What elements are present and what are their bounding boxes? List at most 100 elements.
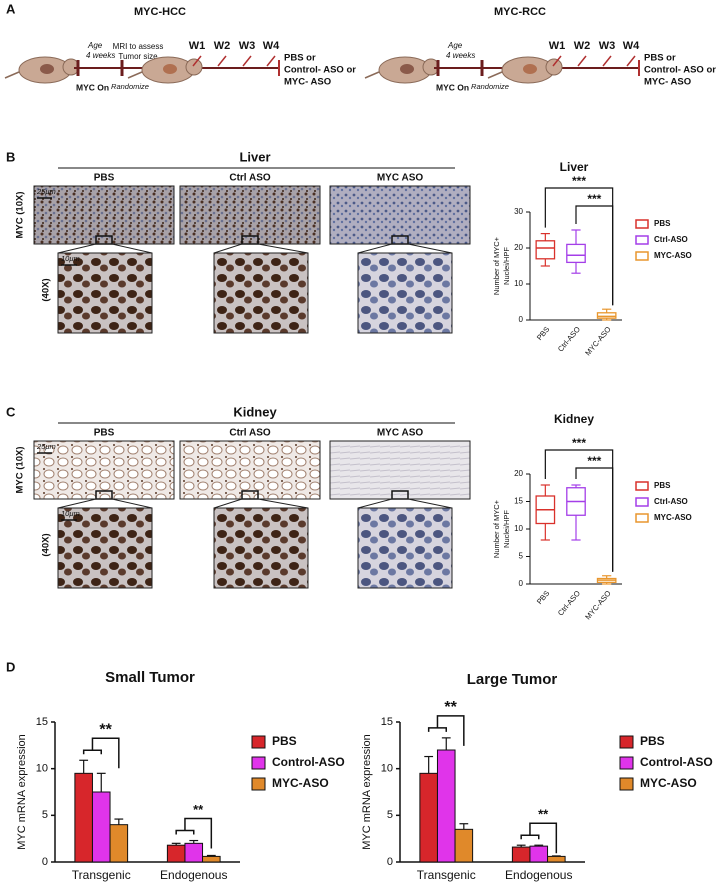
- treatment-label: PBS or: [284, 53, 316, 64]
- y-tick-label: 0: [387, 856, 393, 868]
- x-tick-label: Endogenous: [160, 868, 227, 882]
- legend-label: PBS: [272, 734, 297, 748]
- significance-bracket: [575, 205, 614, 306]
- legend-label: Ctrl-ASO: [654, 497, 688, 506]
- micrograph-40x: [213, 252, 309, 334]
- x-tick-label: Transgenic: [72, 868, 131, 882]
- bar: [184, 842, 204, 863]
- bar: [454, 828, 474, 863]
- row-label: MYC (10X): [15, 192, 26, 239]
- mouse-organ: [523, 64, 537, 74]
- micrograph-10x: [329, 185, 471, 245]
- significance-bracket: [529, 822, 558, 854]
- y-tick-label: 10: [36, 763, 48, 775]
- column-label: MYC ASO: [377, 173, 424, 184]
- column-label: PBS: [94, 428, 115, 439]
- zoom-connector: [213, 243, 309, 254]
- y-axis-label: Number of MYC+: [492, 236, 501, 295]
- myc-on-label: MYC On: [436, 82, 469, 92]
- y-tick-label: 30: [514, 207, 523, 216]
- significance-label: **: [99, 721, 112, 738]
- mouse-head: [545, 58, 563, 76]
- injection: [602, 55, 612, 67]
- micrograph-40x: [57, 252, 153, 334]
- significance-bracket: [175, 829, 195, 835]
- y-tick-label: 10: [381, 763, 393, 775]
- significance-label: ***: [572, 174, 586, 188]
- legend-swatch: [619, 735, 634, 749]
- significance-label: **: [444, 699, 457, 716]
- row-label: MYC (10X): [15, 447, 26, 494]
- scale-label: 25μm: [36, 187, 56, 196]
- y-tick-label: 15: [514, 497, 523, 506]
- micrograph-10x: [179, 185, 321, 245]
- week-label: W4: [263, 40, 280, 52]
- bar: [511, 846, 531, 863]
- x-tick-label: MYC-ASO: [583, 325, 613, 358]
- chart-title: Kidney: [554, 412, 594, 426]
- treatment-label: MYC- ASO: [644, 77, 691, 88]
- week-label: W4: [623, 40, 640, 52]
- bar: [109, 824, 129, 863]
- injection: [266, 55, 276, 67]
- week-label: W2: [214, 40, 231, 52]
- tissue-title: Kidney: [233, 404, 277, 419]
- legend-swatch: [251, 735, 266, 749]
- injection: [552, 55, 562, 67]
- micrograph-40x: [213, 507, 309, 589]
- bar: [436, 749, 456, 863]
- x-tick-label: Ctrl-ASO: [556, 589, 582, 618]
- column-label: Ctrl ASO: [229, 173, 271, 184]
- micrograph-40x: [357, 252, 453, 334]
- legend-swatch: [619, 756, 634, 770]
- y-tick-label: 20: [514, 469, 523, 478]
- legend-label: Ctrl-ASO: [654, 235, 688, 244]
- bar: [529, 845, 549, 863]
- zoom-connector: [357, 498, 453, 509]
- week-label: W2: [574, 40, 591, 52]
- mouse-tail: [127, 71, 143, 79]
- mouse-organ: [163, 64, 177, 74]
- micrograph-40x: [357, 507, 453, 589]
- bar: [74, 772, 93, 863]
- legend-swatch: [635, 235, 649, 245]
- panel-label: C: [6, 404, 16, 419]
- x-tick-label: Ctrl-ASO: [556, 325, 582, 354]
- legend-swatch: [635, 497, 649, 507]
- scale-label: 10μm: [61, 254, 80, 263]
- y-tick-label: 0: [42, 856, 48, 868]
- significance-bracket: [575, 467, 614, 572]
- legend-label: MYC-ASO: [654, 513, 692, 522]
- box: [596, 312, 617, 319]
- column-label: PBS: [94, 173, 115, 184]
- row-label: (40X): [41, 533, 52, 556]
- legend-label: PBS: [640, 734, 665, 748]
- randomize-label: Randomize: [111, 82, 149, 91]
- y-tick-label: 5: [519, 552, 524, 561]
- panel-label: A: [6, 1, 16, 16]
- significance-label: ***: [572, 436, 586, 450]
- injection: [577, 55, 587, 67]
- panel-label: D: [6, 659, 15, 674]
- micrograph-40x: [57, 507, 153, 589]
- chart-title: Large Tumor: [467, 671, 558, 688]
- x-tick-label: Transgenic: [417, 868, 476, 882]
- legend-swatch: [619, 777, 634, 791]
- legend-label: MYC-ASO: [272, 776, 329, 790]
- significance-bracket: [82, 749, 102, 755]
- injection: [192, 55, 202, 67]
- bar: [166, 844, 186, 863]
- legend-swatch: [635, 219, 649, 229]
- micrograph-10x: [179, 440, 321, 500]
- treatment-label: Control- ASO or: [644, 65, 716, 76]
- zoom-connector: [57, 498, 153, 509]
- y-axis-label: Nuclei/HPF: [502, 247, 511, 285]
- significance-bracket: [91, 737, 120, 769]
- significance-label: ***: [587, 454, 601, 468]
- legend-label: Control-ASO: [272, 755, 345, 769]
- scale-label: 10μm: [61, 509, 80, 518]
- legend-swatch: [251, 777, 266, 791]
- legend-swatch: [251, 756, 266, 770]
- legend-swatch: [635, 251, 649, 261]
- legend-swatch: [635, 513, 649, 523]
